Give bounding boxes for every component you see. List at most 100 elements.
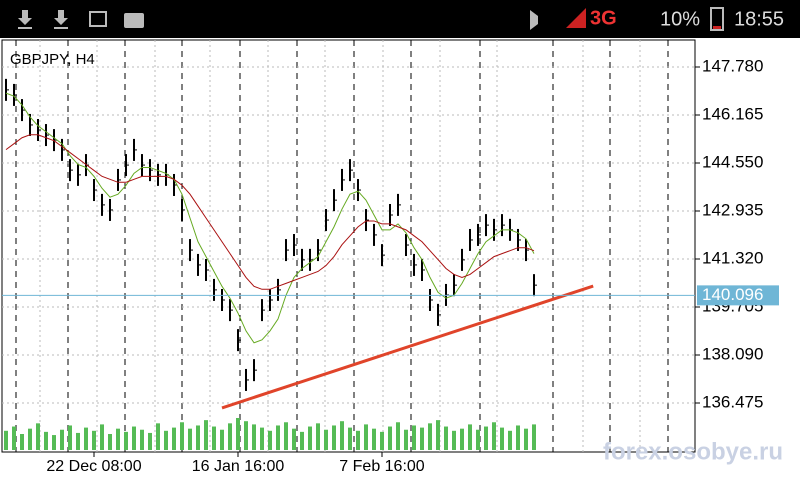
volume-bar bbox=[340, 421, 344, 450]
y-tick-label: 147.780 bbox=[702, 56, 763, 75]
volume-bar bbox=[156, 423, 160, 450]
y-tick-label: 138.090 bbox=[702, 344, 763, 363]
volume-bar bbox=[236, 418, 240, 450]
volume-bar bbox=[292, 428, 296, 450]
volume-bar bbox=[308, 426, 312, 450]
volume-bar bbox=[4, 430, 8, 450]
volume-bar bbox=[316, 423, 320, 450]
moving-average bbox=[5, 134, 535, 290]
x-tick-label: 22 Dec 08:00 bbox=[46, 458, 141, 475]
volume-bar bbox=[500, 427, 504, 450]
battery-level bbox=[713, 26, 721, 29]
plot-frame bbox=[1, 39, 696, 453]
volume-bar bbox=[84, 427, 88, 450]
volume-bar bbox=[132, 426, 136, 450]
volume-bar bbox=[356, 430, 360, 450]
volume-bar bbox=[492, 422, 496, 450]
y-tick-label: 146.165 bbox=[702, 104, 763, 123]
volume-bar bbox=[476, 429, 480, 450]
moving-average bbox=[5, 92, 535, 344]
volume-bar bbox=[276, 425, 280, 450]
volume-bar bbox=[460, 428, 464, 450]
volume-bar bbox=[468, 424, 472, 450]
y-tick-label: 141.320 bbox=[702, 248, 763, 267]
volume-bar bbox=[532, 424, 536, 450]
volume-bar bbox=[36, 423, 40, 450]
volume-bar bbox=[68, 425, 72, 450]
volume-bar bbox=[284, 422, 288, 450]
volume-bar bbox=[196, 425, 200, 450]
volume-bar bbox=[444, 426, 448, 450]
volume-bar bbox=[404, 429, 408, 450]
layout bbox=[2, 40, 695, 452]
watermark: forex.osobye.ru bbox=[603, 438, 783, 465]
download-icon bbox=[54, 10, 68, 29]
mute-icon bbox=[530, 10, 538, 30]
volume-bar bbox=[52, 435, 56, 450]
volume-bar bbox=[180, 422, 184, 450]
network-type: 3G bbox=[590, 7, 617, 29]
volume-bar bbox=[44, 431, 48, 450]
chart-title: GBPJPY, H4 bbox=[10, 51, 95, 68]
volume-bar bbox=[12, 426, 16, 450]
volume-bar bbox=[212, 426, 216, 450]
volume-bar bbox=[220, 429, 224, 450]
volume-bar bbox=[100, 424, 104, 450]
volume-bar bbox=[188, 428, 192, 450]
volume-bar bbox=[252, 424, 256, 450]
volume-bar bbox=[108, 434, 112, 450]
volume-bar bbox=[452, 430, 456, 450]
volume-bar bbox=[76, 432, 80, 450]
volume-bar bbox=[508, 430, 512, 450]
volume-bar bbox=[516, 425, 520, 450]
volume-bar bbox=[300, 431, 304, 450]
volume-bar bbox=[140, 429, 144, 450]
y-tick-label: 136.475 bbox=[702, 392, 763, 411]
volume-bar bbox=[524, 428, 528, 450]
volume-bar bbox=[92, 430, 96, 450]
battery-percent: 10% bbox=[660, 8, 700, 30]
clock: 18:55 bbox=[734, 8, 784, 30]
x-tick-label: 7 Feb 16:00 bbox=[339, 458, 425, 475]
current-price-box bbox=[697, 285, 779, 306]
volume-bar bbox=[332, 425, 336, 450]
volume-bar bbox=[484, 426, 488, 450]
volume-bar bbox=[172, 427, 176, 450]
volume-bar bbox=[164, 430, 168, 450]
volume-bar bbox=[116, 428, 120, 450]
signal-icon bbox=[566, 8, 586, 28]
volume-bar bbox=[420, 427, 424, 450]
y-tick-label: 142.935 bbox=[702, 200, 763, 219]
volume-bar bbox=[60, 429, 64, 450]
download-icon bbox=[18, 10, 32, 29]
volume-bar bbox=[364, 424, 368, 450]
volume-bar bbox=[380, 431, 384, 450]
volume-bar bbox=[228, 423, 232, 450]
volume-bar bbox=[388, 426, 392, 450]
bag-icon bbox=[124, 13, 144, 28]
image-icon bbox=[89, 11, 107, 27]
battery-icon bbox=[710, 7, 724, 31]
current-price-label: 140.096 bbox=[702, 285, 763, 304]
y-tick-label: 144.550 bbox=[702, 152, 763, 171]
volume-bar bbox=[412, 425, 416, 450]
volume-bar bbox=[148, 432, 152, 450]
volume-bar bbox=[124, 431, 128, 450]
volume-bar bbox=[372, 428, 376, 450]
volume-bar bbox=[324, 429, 328, 450]
volume-bar bbox=[428, 423, 432, 450]
volume-bar bbox=[396, 422, 400, 450]
volume-bar bbox=[348, 427, 352, 450]
volume-bar bbox=[244, 421, 248, 450]
volume-bar bbox=[260, 427, 264, 450]
x-tick-label: 16 Jan 16:00 bbox=[192, 458, 285, 475]
volume-bar bbox=[28, 428, 32, 450]
volume-bar bbox=[20, 434, 24, 450]
trendline bbox=[221, 284, 594, 410]
volume-bar bbox=[268, 430, 272, 450]
volume-bar bbox=[204, 420, 208, 450]
volume-bar bbox=[436, 420, 440, 450]
status-icons bbox=[18, 7, 724, 31]
